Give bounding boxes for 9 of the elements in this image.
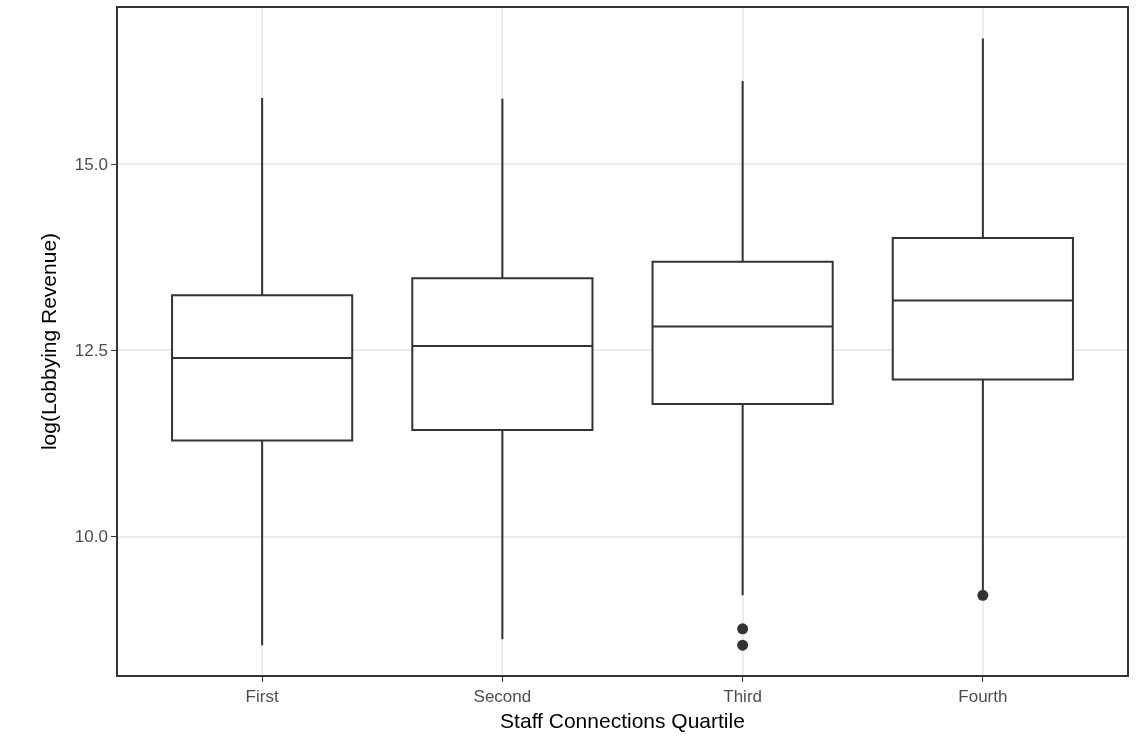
x-tick-label: Fourth xyxy=(958,687,1008,707)
y-axis-title: log(Lobbying Revenue) xyxy=(37,232,61,451)
y-tick-label: 12.5 xyxy=(74,341,108,361)
y-tick-label: 10.0 xyxy=(74,527,108,547)
x-axis-title: Staff Connections Quartile xyxy=(500,708,745,732)
x-tick-label: First xyxy=(245,687,279,707)
y-tick-label: 15.0 xyxy=(74,155,108,175)
x-tick-label: Second xyxy=(473,687,532,707)
x-tick-label: Third xyxy=(723,687,762,707)
